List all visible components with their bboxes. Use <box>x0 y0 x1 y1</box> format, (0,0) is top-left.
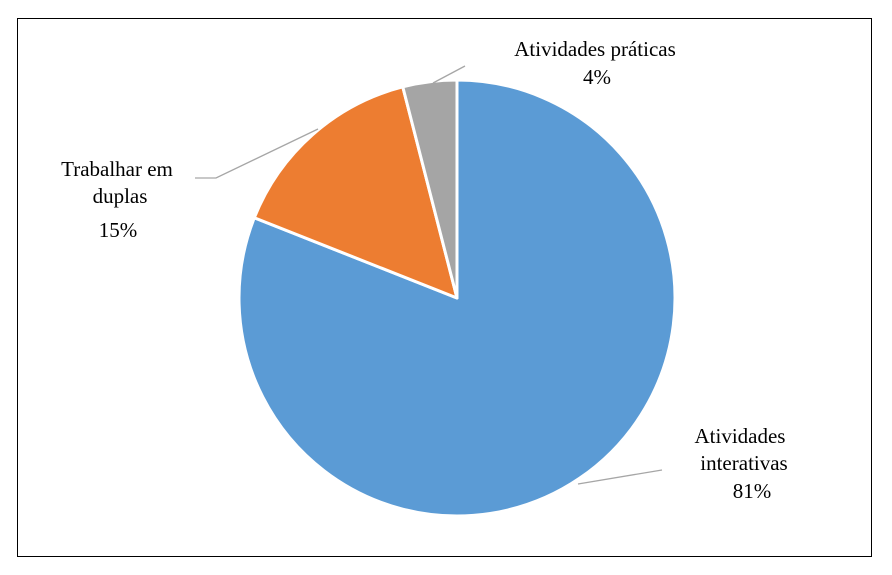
slice-label-atividades-interativas-line-2: interativas <box>700 451 787 475</box>
slice-label-trabalhar-em-duplas-line-1: Trabalhar em <box>61 157 173 181</box>
slice-value-atividades-interativas: 81% <box>733 479 772 503</box>
slice-value-trabalhar-em-duplas: 15% <box>99 218 138 242</box>
slice-value-atividades-pr-ticas: 4% <box>583 65 611 89</box>
pie-slices <box>239 80 675 516</box>
slice-label-atividades-pr-ticas-line-1: Atividades práticas <box>514 37 676 61</box>
slice-label-trabalhar-em-duplas-line-2: duplas <box>93 184 148 208</box>
slice-label-atividades-interativas-line-1: Atividades <box>695 424 786 448</box>
